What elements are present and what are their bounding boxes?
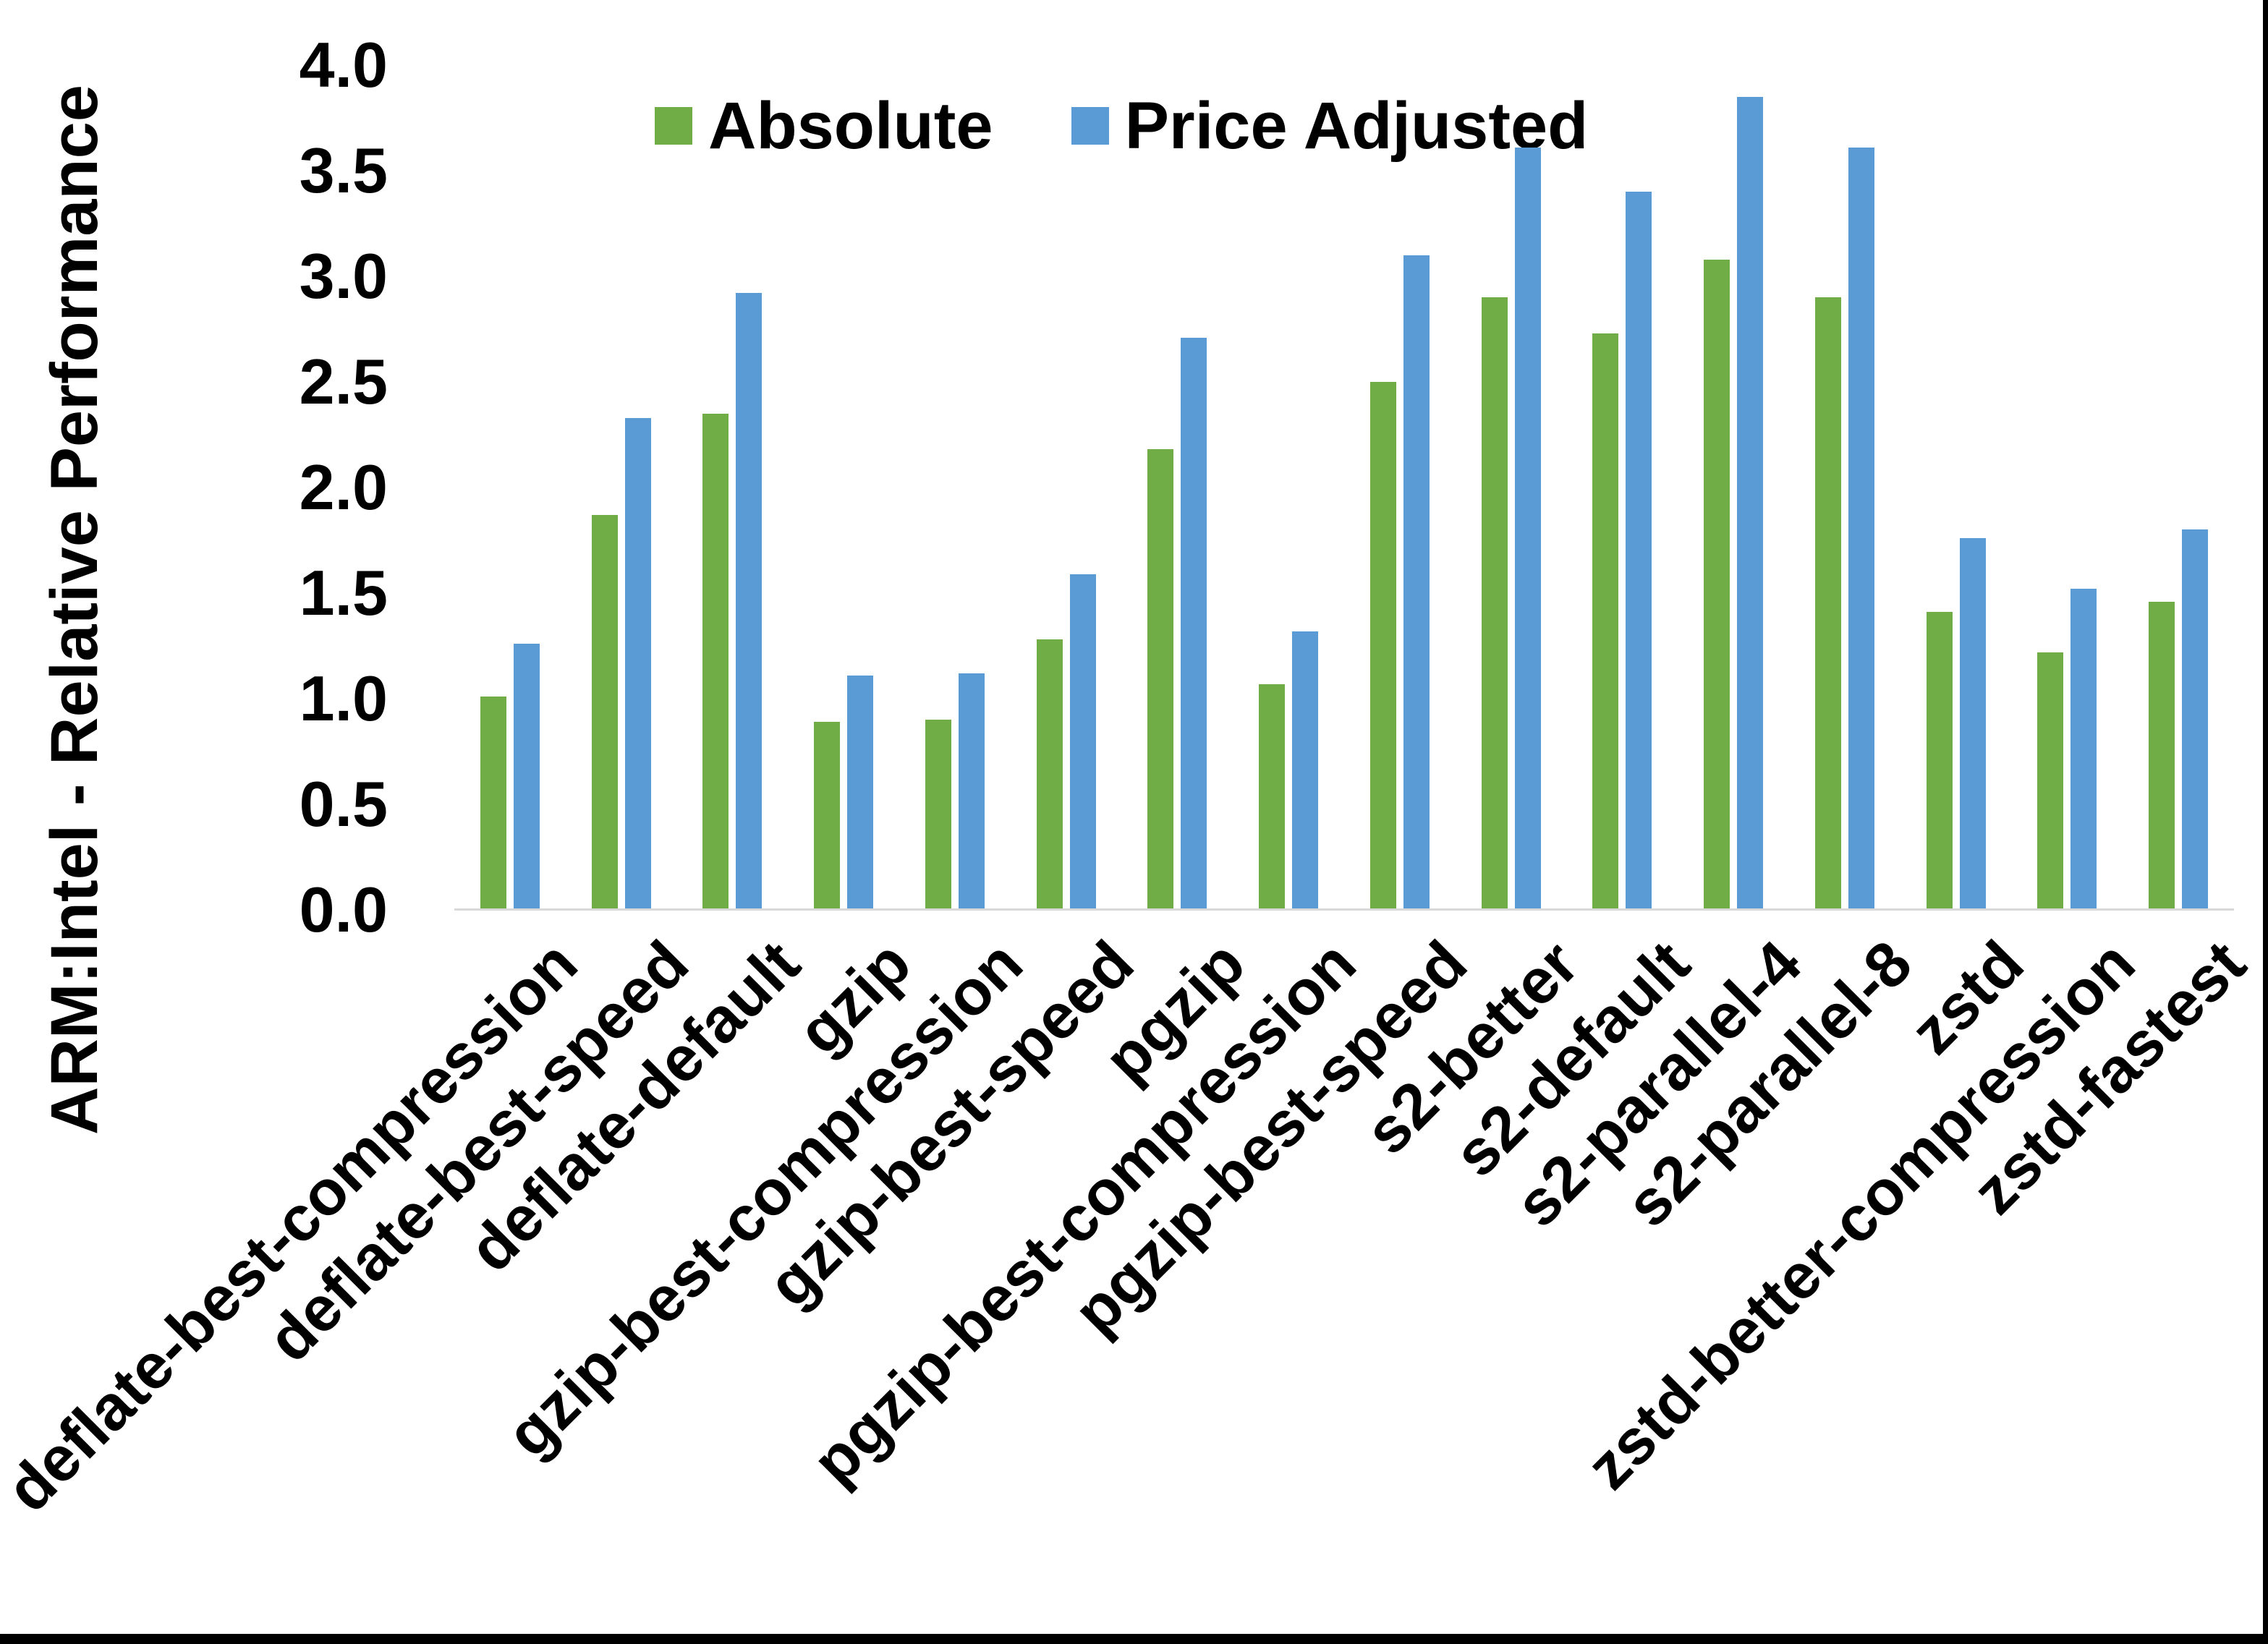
bar-price-adjusted-zstd-better-compression [2070, 589, 2097, 910]
bar-group-gzip-best-speed [1011, 65, 1122, 910]
bar-group-gzip-best-compression [899, 65, 1011, 910]
legend: Absolute Price Adjusted [655, 93, 1588, 159]
bar-group-gzip [788, 65, 899, 910]
legend-label-price-adjusted: Price Adjusted [1124, 89, 1589, 163]
bar-group-zstd [1900, 65, 2012, 910]
bar-price-adjusted-s2-better [1514, 148, 1541, 910]
y-tick-label: 4.0 [299, 29, 388, 101]
x-axis-line [454, 908, 2234, 911]
bar-price-adjusted-gzip-best-speed [1069, 574, 1096, 910]
bar-group-zstd-better-compression [2012, 65, 2123, 910]
bar-price-adjusted-pgzip-best-speed [1403, 255, 1430, 910]
bar-group-pgzip-best-compression [1233, 65, 1344, 910]
bar-absolute-zstd-better-compression [2037, 652, 2064, 910]
bar-group-deflate-best-speed [566, 65, 677, 910]
bar-absolute-pgzip [1147, 449, 1174, 910]
y-tick-label: 2.0 [299, 451, 388, 523]
bar-absolute-gzip-best-speed [1036, 639, 1063, 910]
bar-price-adjusted-pgzip [1181, 338, 1207, 910]
bar-group-deflate-default [677, 65, 789, 910]
bar-price-adjusted-gzip-best-compression [958, 673, 985, 910]
bar-price-adjusted-deflate-best-compression [513, 644, 540, 910]
y-tick-label: 3.0 [299, 240, 388, 312]
legend-item-absolute: Absolute [655, 93, 993, 159]
bar-price-adjusted-gzip [847, 676, 874, 910]
bar-group-s2-default [1567, 65, 1678, 910]
y-tick-label: 1.5 [299, 557, 388, 629]
bar-absolute-s2-default [1592, 333, 1619, 910]
bar-absolute-deflate-best-compression [480, 697, 506, 910]
bar-group-s2-better [1456, 65, 1567, 910]
bar-absolute-deflate-best-speed [591, 515, 618, 910]
bar-absolute-s2-better [1481, 297, 1508, 910]
bar-group-zstd-fastest [2123, 65, 2234, 910]
bar-price-adjusted-deflate-best-speed [624, 418, 651, 910]
bar-absolute-pgzip-best-speed [1369, 382, 1396, 910]
bar-absolute-pgzip-best-compression [1259, 684, 1286, 910]
bar-absolute-deflate-default [702, 414, 729, 910]
legend-label-absolute: Absolute [708, 89, 993, 163]
bar-group-s2-parallel-8 [1789, 65, 1900, 910]
bar-absolute-s2-parallel-4 [1704, 260, 1730, 910]
y-tick-label: 3.5 [299, 135, 388, 206]
bar-absolute-zstd [1926, 612, 1953, 910]
legend-swatch-absolute [655, 107, 692, 145]
y-tick-label: 2.5 [299, 346, 388, 417]
bar-absolute-zstd-fastest [2149, 602, 2175, 910]
bar-group-pgzip [1122, 65, 1233, 910]
bar-price-adjusted-pgzip-best-compression [1292, 631, 1319, 910]
y-tick-label: 0.5 [299, 768, 388, 840]
bar-group-pgzip-best-speed [1344, 65, 1456, 910]
bar-price-adjusted-zstd-fastest [2182, 529, 2209, 910]
legend-swatch-price-adjusted [1071, 107, 1109, 145]
bar-price-adjusted-s2-parallel-8 [1848, 148, 1874, 910]
bar-group-deflate-best-compression [454, 65, 566, 910]
bar-price-adjusted-deflate-default [736, 293, 763, 910]
y-tick-label: 1.0 [299, 663, 388, 734]
bar-absolute-s2-parallel-8 [1814, 297, 1841, 910]
bar-price-adjusted-zstd [1959, 538, 1986, 910]
bar-group-s2-parallel-4 [1678, 65, 1789, 910]
bar-price-adjusted-s2-default [1626, 192, 1652, 910]
plot-area [454, 65, 2234, 910]
legend-item-price-adjusted: Price Adjusted [1071, 89, 1589, 163]
bar-price-adjusted-s2-parallel-4 [1737, 97, 1764, 910]
y-tick-label: 0.0 [299, 874, 388, 945]
bar-absolute-gzip [814, 722, 841, 910]
bar-absolute-gzip-best-compression [925, 720, 951, 910]
